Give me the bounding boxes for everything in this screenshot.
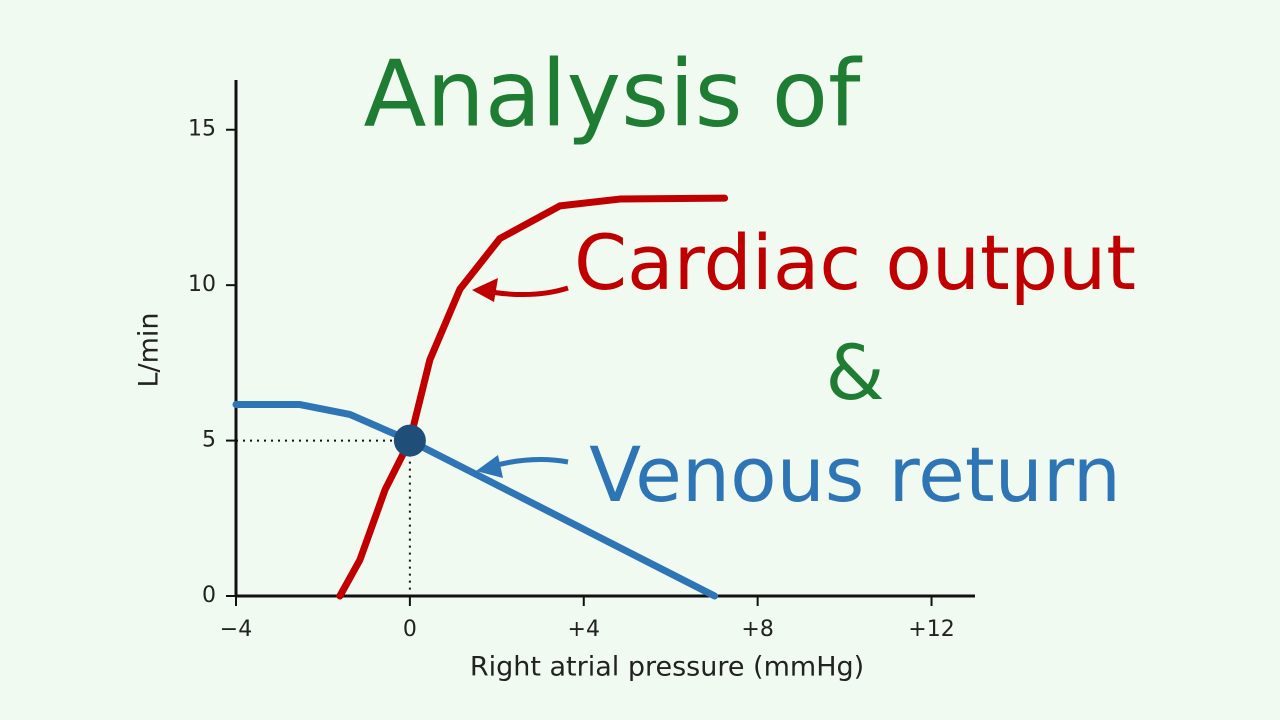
annotation: & xyxy=(825,328,884,417)
arrow-head xyxy=(472,278,498,302)
annotation: Cardiac output xyxy=(574,218,1136,307)
x-tick-label: 0 xyxy=(403,617,417,642)
y-axis-label: L/min xyxy=(134,312,165,387)
y-tick-label: 0 xyxy=(202,583,216,608)
equilibrium-point xyxy=(393,424,426,457)
x-tick-label: +12 xyxy=(908,617,954,642)
x-axis-label: Right atrial pressure (mmHg) xyxy=(470,652,864,683)
x-tick-label: −4 xyxy=(220,617,252,642)
x-tick-label: +8 xyxy=(741,617,773,642)
annotation: Analysis of xyxy=(364,40,864,147)
arrow-head xyxy=(476,455,503,478)
annotation: Venous return xyxy=(589,430,1121,519)
line xyxy=(336,194,729,600)
y-tick-label: 5 xyxy=(202,428,216,453)
y-tick-label: 10 xyxy=(188,272,216,297)
y-tick-label: 15 xyxy=(188,117,216,142)
line xyxy=(232,401,719,600)
x-tick-label: +4 xyxy=(568,617,600,642)
